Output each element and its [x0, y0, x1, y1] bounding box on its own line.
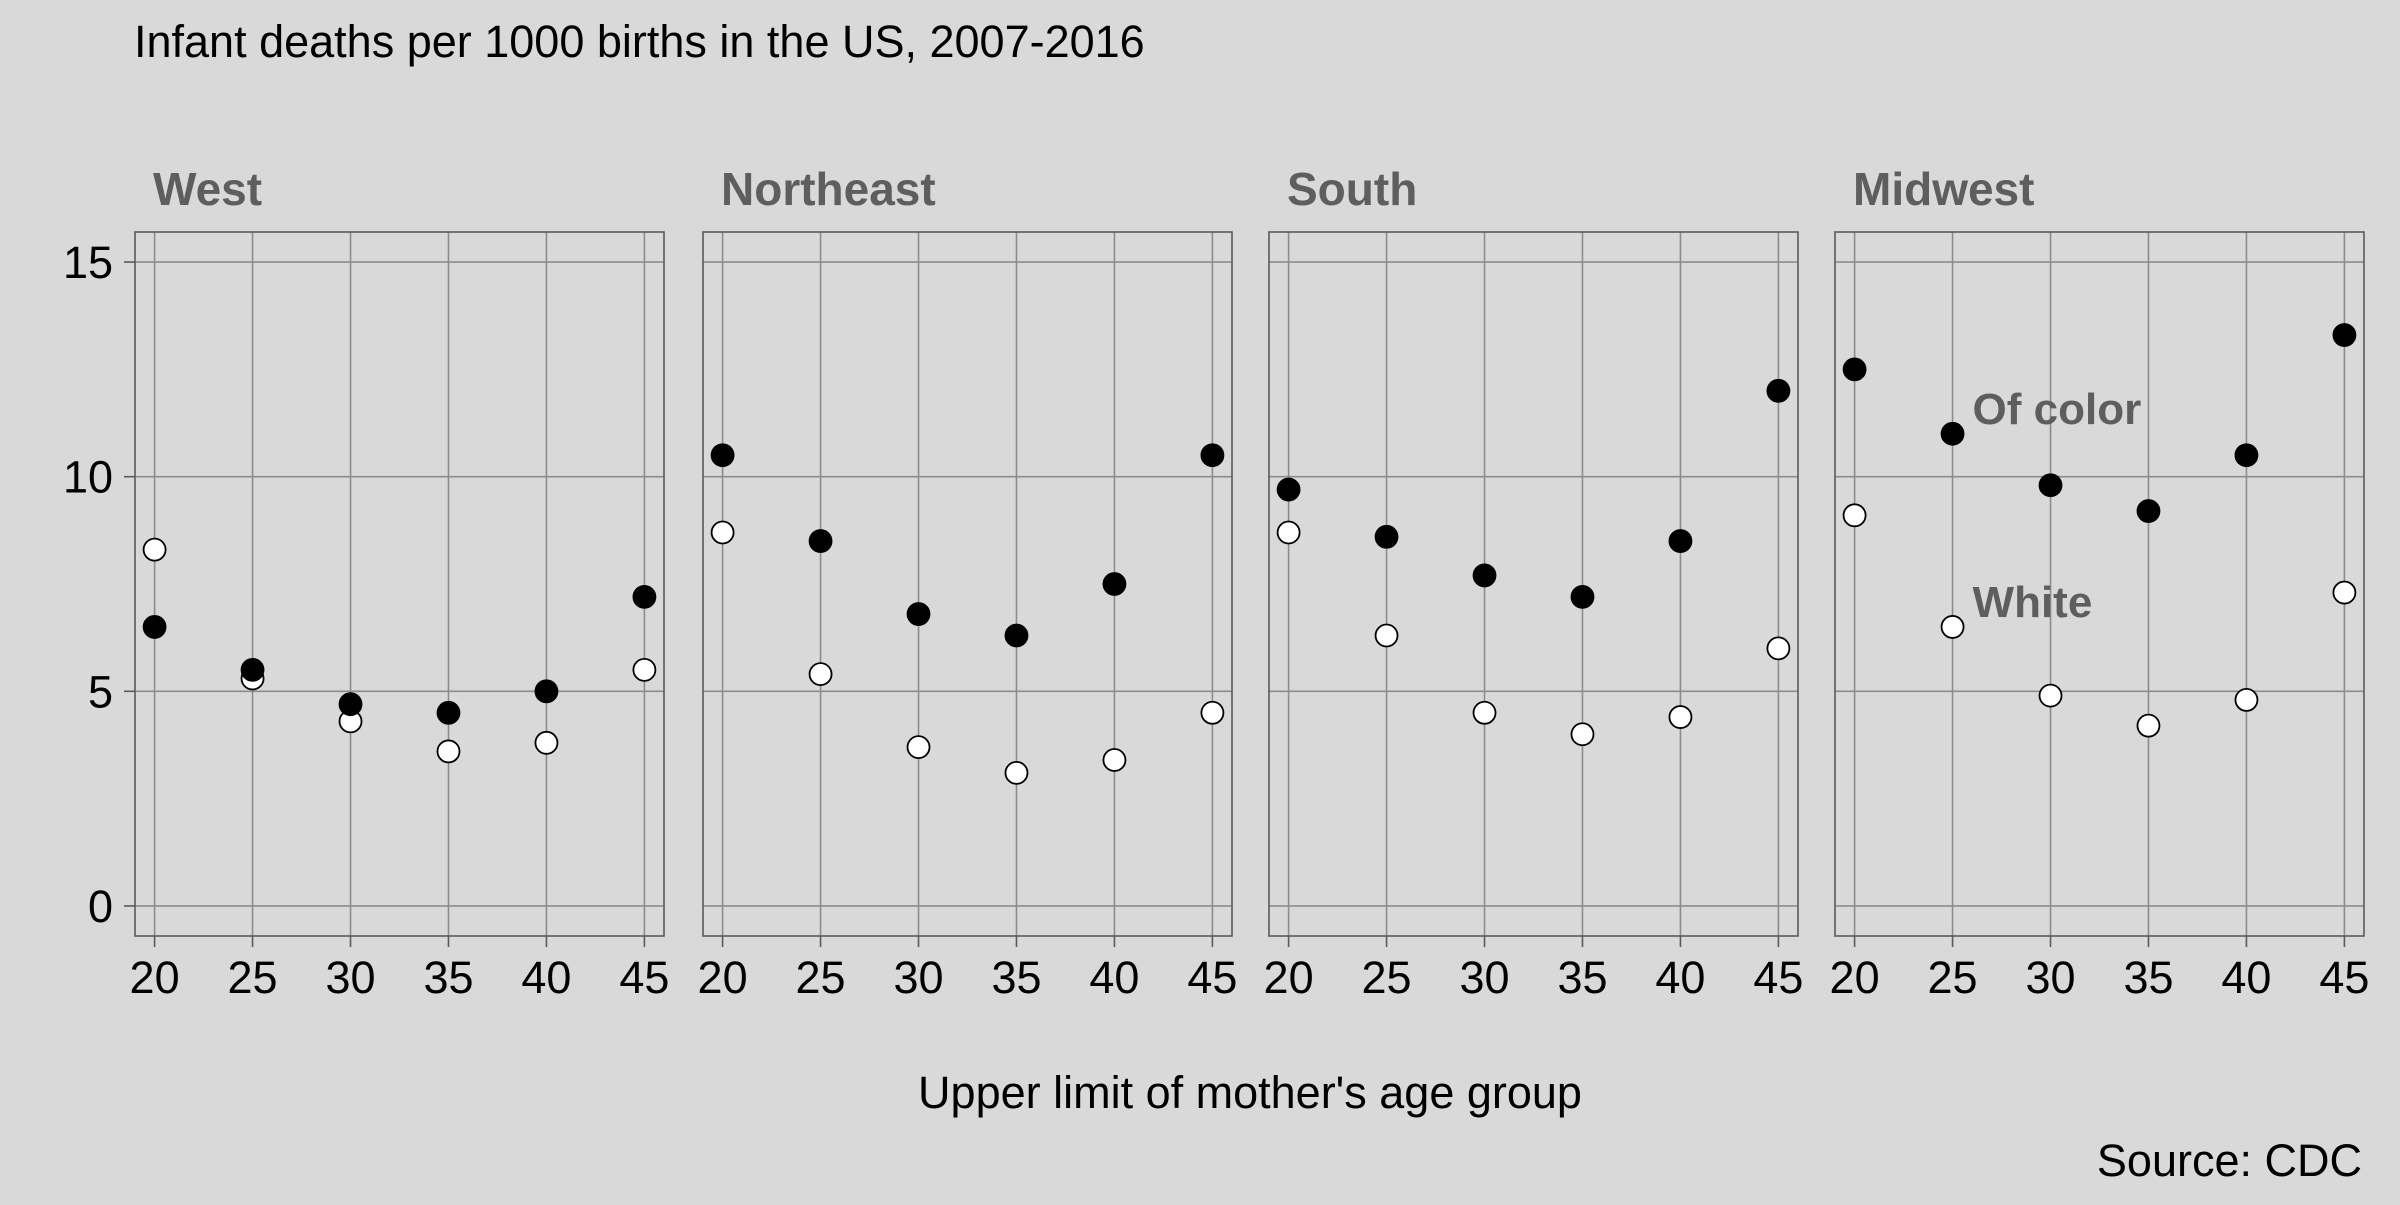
- x-tick-label-20: 20: [130, 952, 180, 1003]
- point-of-color-south-40: [1668, 529, 1693, 553]
- point-of-color-midwest-20: [1842, 357, 1867, 382]
- point-white-south-25: [1374, 623, 1399, 648]
- point-of-color-south-20: [1276, 477, 1301, 502]
- point-white-south-20: [1276, 520, 1301, 545]
- point-white-northeast-20: [710, 520, 735, 545]
- panel-frame: [1834, 231, 2365, 937]
- x-tick-label-20: 20: [698, 952, 748, 1003]
- facet-panels: 0 5 10 15 West 20 25 30 35 40 45 Northeast 20 25 30 35 4…: [63, 163, 2370, 1003]
- x-tick-label-20: 20: [1264, 952, 1314, 1003]
- point-white-south-40: [1668, 705, 1693, 729]
- point-of-color-northeast-40: [1102, 572, 1127, 596]
- x-tick-label-20: 20: [1830, 952, 1880, 1003]
- point-of-color-west-40: [534, 679, 559, 704]
- panel-midwest: Midwest 20 25 30 35 40 45: [1830, 163, 2370, 1003]
- x-tick-label-30: 30: [325, 952, 375, 1003]
- point-white-west-45: [632, 657, 657, 682]
- point-of-color-south-35: [1570, 584, 1595, 609]
- x-tick-label-40: 40: [2221, 952, 2271, 1003]
- panel-title-west: West: [153, 163, 262, 215]
- point-white-northeast-25: [808, 662, 833, 687]
- point-of-color-west-20: [142, 615, 167, 639]
- point-of-color-south-30: [1472, 563, 1497, 588]
- y-tick-label-15: 15: [63, 237, 113, 288]
- point-of-color-midwest-45: [2332, 323, 2357, 347]
- panel-northeast: Northeast 20 25 30 35 40 45: [698, 163, 1238, 1003]
- point-white-south-35: [1570, 722, 1595, 747]
- panel-title-midwest: Midwest: [1853, 163, 2034, 215]
- panel-frame: [702, 231, 1233, 937]
- x-tick-label-40: 40: [1655, 952, 1705, 1003]
- x-tick-label-35: 35: [991, 952, 1041, 1003]
- annotation-of-color: Of color: [1973, 385, 2142, 434]
- x-tick-label-30: 30: [2025, 952, 2075, 1003]
- x-tick-label-30: 30: [893, 952, 943, 1003]
- point-of-color-northeast-25: [808, 529, 833, 553]
- y-tick-label-5: 5: [88, 666, 113, 717]
- x-tick-label-45: 45: [2319, 952, 2369, 1003]
- x-tick-label-30: 30: [1459, 952, 1509, 1003]
- point-of-color-midwest-25: [1940, 421, 1965, 446]
- point-of-color-midwest-40: [2234, 443, 2259, 468]
- point-white-south-30: [1472, 700, 1497, 725]
- x-tick-label-25: 25: [1928, 952, 1978, 1003]
- x-tick-label-45: 45: [1753, 952, 1803, 1003]
- point-white-midwest-30: [2038, 683, 2063, 708]
- point-of-color-northeast-35: [1004, 623, 1029, 648]
- y-tick-label-10: 10: [63, 452, 113, 503]
- x-tick-label-45: 45: [619, 952, 669, 1003]
- chart-title: Infant deaths per 1000 births in the US,…: [134, 16, 1145, 67]
- point-white-northeast-30: [906, 735, 931, 760]
- point-white-northeast-35: [1004, 760, 1029, 785]
- x-tick-label-35: 35: [2123, 952, 2173, 1003]
- point-white-midwest-45: [2332, 580, 2357, 605]
- point-white-northeast-45: [1200, 700, 1225, 725]
- panel-title-south: South: [1287, 163, 1417, 215]
- x-tick-label-45: 45: [1187, 952, 1237, 1003]
- annotation-white: White: [1973, 578, 2093, 627]
- x-tick-label-25: 25: [1362, 952, 1412, 1003]
- point-white-midwest-20: [1842, 503, 1867, 528]
- point-of-color-midwest-35: [2136, 499, 2161, 523]
- point-of-color-west-25: [240, 657, 265, 682]
- point-of-color-northeast-45: [1200, 443, 1225, 468]
- point-white-south-45: [1766, 636, 1791, 661]
- point-of-color-south-25: [1374, 524, 1399, 549]
- x-tick-label-25: 25: [228, 952, 278, 1003]
- point-white-west-40: [534, 730, 559, 755]
- panel-west: West 20 25 30 35 40 45: [130, 163, 670, 1003]
- point-of-color-south-45: [1766, 378, 1791, 403]
- point-white-midwest-25: [1940, 615, 1965, 639]
- x-tick-label-25: 25: [796, 952, 846, 1003]
- point-of-color-northeast-30: [906, 602, 931, 626]
- point-of-color-west-45: [632, 584, 657, 609]
- point-white-west-35: [436, 739, 461, 764]
- point-white-midwest-35: [2136, 713, 2161, 738]
- y-tick-label-0: 0: [88, 881, 113, 932]
- x-tick-label-35: 35: [423, 952, 473, 1003]
- x-tick-label-35: 35: [1557, 952, 1607, 1003]
- panel-frame: [1268, 231, 1799, 937]
- panel-frame: [134, 231, 665, 937]
- chart-caption: Source: CDC: [2097, 1135, 2362, 1186]
- point-of-color-midwest-30: [2038, 473, 2063, 498]
- point-of-color-west-35: [436, 700, 461, 725]
- point-white-west-20: [142, 537, 167, 562]
- point-white-northeast-40: [1102, 748, 1127, 772]
- x-axis-label: Upper limit of mother's age group: [918, 1067, 1582, 1118]
- point-white-midwest-40: [2234, 688, 2259, 712]
- x-tick-label-40: 40: [521, 952, 571, 1003]
- panel-title-northeast: Northeast: [721, 163, 936, 215]
- point-of-color-west-30: [338, 692, 363, 717]
- point-of-color-northeast-20: [710, 443, 735, 468]
- x-tick-label-40: 40: [1089, 952, 1139, 1003]
- panel-south: South 20 25 30 35 40 45: [1264, 163, 1804, 1003]
